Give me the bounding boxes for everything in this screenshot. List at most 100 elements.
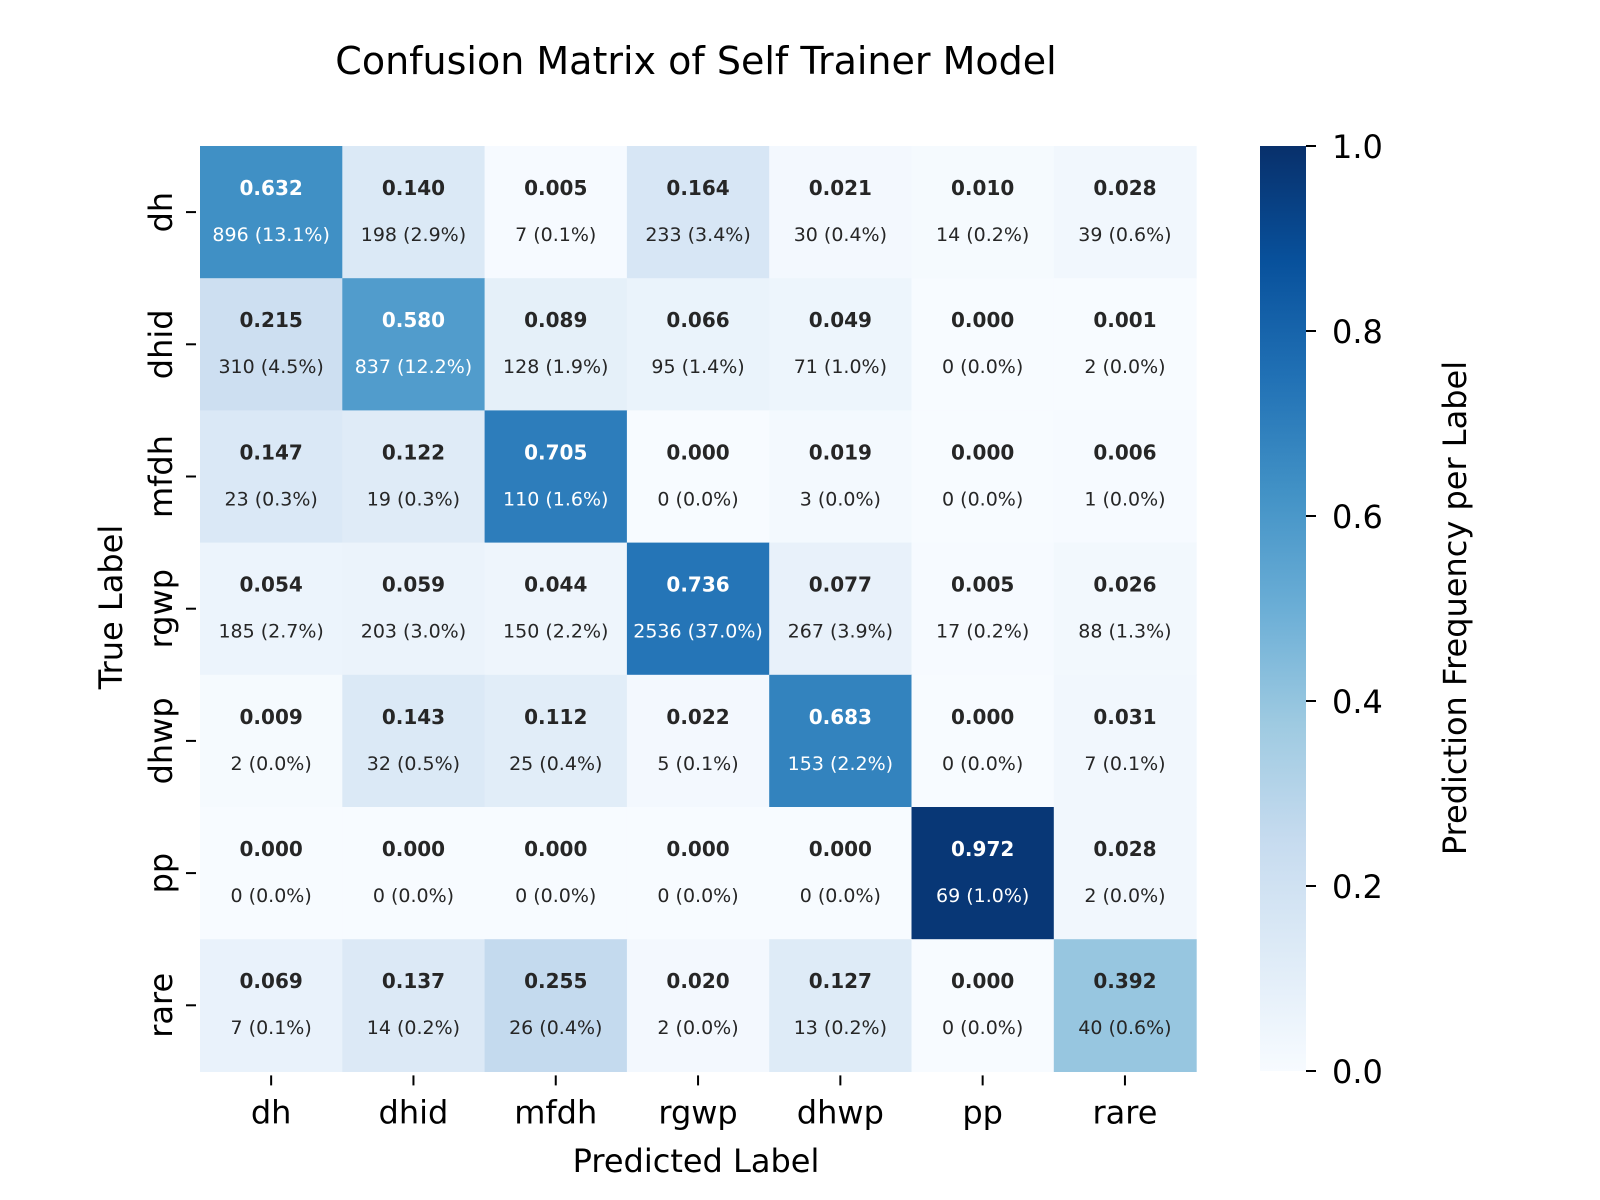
cell-count-label: 39 (0.6%) xyxy=(1078,224,1171,246)
cell-value-label: 0.112 xyxy=(524,705,587,729)
cell-count-label: 2536 (37.0%) xyxy=(633,621,763,643)
cell-count-label: 14 (0.2%) xyxy=(367,1017,460,1039)
heatmap-cell xyxy=(200,939,343,1072)
cell-value-label: 0.059 xyxy=(382,573,445,597)
x-tick-label: mfdh xyxy=(514,1093,597,1131)
heatmap-cell xyxy=(484,674,628,808)
cell-value-label: 0.392 xyxy=(1093,969,1156,993)
heatmap-cell xyxy=(1053,410,1197,544)
heatmap-cell xyxy=(200,674,343,808)
cell-count-label: 23 (0.3%) xyxy=(224,488,317,510)
cell-count-label: 185 (2.7%) xyxy=(218,621,323,643)
heatmap-cell xyxy=(769,674,913,808)
cell-value-label: 0.000 xyxy=(951,705,1014,729)
cell-value-label: 0.020 xyxy=(666,969,729,993)
heatmap-cell xyxy=(769,542,913,676)
heatmap-cell xyxy=(1053,939,1197,1072)
heatmap-cell xyxy=(769,807,913,940)
heatmap-cell xyxy=(1053,674,1197,808)
heatmap-cell xyxy=(626,410,770,544)
x-tick-label: dh xyxy=(251,1093,292,1131)
x-tick-label: rgwp xyxy=(658,1093,737,1131)
cell-value-label: 0.001 xyxy=(1093,308,1156,332)
cell-value-label: 0.054 xyxy=(240,573,303,597)
y-tick-label: rare xyxy=(142,973,180,1038)
heatmap-cell xyxy=(911,146,1055,279)
heatmap-cell xyxy=(626,939,770,1072)
cell-count-label: 69 (1.0%) xyxy=(936,885,1029,907)
cell-value-label: 0.005 xyxy=(951,573,1014,597)
cell-count-label: 2 (0.0%) xyxy=(657,1017,738,1039)
y-tick-label: pp xyxy=(142,853,180,894)
cell-count-label: 19 (0.3%) xyxy=(367,488,460,510)
cell-value-label: 0.122 xyxy=(382,440,445,464)
cell-value-label: 0.010 xyxy=(951,176,1014,200)
colorbar-tick-label: 0.0 xyxy=(1332,1053,1383,1091)
cell-value-label: 0.028 xyxy=(1093,837,1156,861)
cell-count-label: 2 (0.0%) xyxy=(1084,356,1165,378)
cell-value-label: 0.000 xyxy=(951,308,1014,332)
cell-count-label: 40 (0.6%) xyxy=(1078,1017,1171,1039)
cell-count-label: 7 (0.1%) xyxy=(231,1017,312,1039)
cell-count-label: 0 (0.0%) xyxy=(515,885,596,907)
x-tick-label: dhwp xyxy=(797,1093,884,1131)
colorbar xyxy=(1260,146,1306,1071)
heatmap-cell xyxy=(911,410,1055,544)
cell-value-label: 0.137 xyxy=(382,969,445,993)
x-tick-label: dhid xyxy=(379,1093,449,1131)
x-tick-label: rare xyxy=(1092,1093,1157,1131)
cell-value-label: 0.000 xyxy=(666,440,729,464)
cell-value-label: 0.736 xyxy=(666,573,729,597)
cell-count-label: 7 (0.1%) xyxy=(1084,753,1165,775)
cell-count-label: 267 (3.9%) xyxy=(788,621,893,643)
heatmap-cell xyxy=(342,278,486,411)
heatmap-cell xyxy=(200,278,343,411)
heatmap-cell xyxy=(911,807,1055,940)
heatmap-cell xyxy=(342,807,486,940)
heatmap-cell xyxy=(200,146,343,279)
cell-value-label: 0.127 xyxy=(809,969,872,993)
cell-value-label: 0.255 xyxy=(524,969,587,993)
cell-value-label: 0.077 xyxy=(809,573,872,597)
heatmap-cell xyxy=(484,146,628,279)
cell-value-label: 0.143 xyxy=(382,705,445,729)
heatmap-cells: 0.632 896 (13.1%) 0.140 198 (2.9%) 0.005 7 (0… xyxy=(200,146,1197,1072)
cell-value-label: 0.005 xyxy=(524,176,587,200)
cell-value-label: 0.000 xyxy=(951,969,1014,993)
cell-value-label: 0.021 xyxy=(809,176,872,200)
cell-count-label: 2 (0.0%) xyxy=(1084,885,1165,907)
cell-count-label: 26 (0.4%) xyxy=(509,1017,602,1039)
cell-count-label: 0 (0.0%) xyxy=(657,488,738,510)
cell-value-label: 0.000 xyxy=(382,837,445,861)
y-tick-label: dhid xyxy=(142,309,180,379)
cell-count-label: 203 (3.0%) xyxy=(361,621,466,643)
heatmap-cell xyxy=(911,674,1055,808)
x-axis-label: Predicted Label xyxy=(573,1142,820,1180)
cell-count-label: 0 (0.0%) xyxy=(942,488,1023,510)
heatmap-cell xyxy=(769,939,913,1072)
heatmap-cell xyxy=(911,939,1055,1072)
cell-count-label: 2 (0.0%) xyxy=(231,753,312,775)
cell-count-label: 153 (2.2%) xyxy=(788,753,893,775)
cell-value-label: 0.000 xyxy=(809,837,872,861)
cell-count-label: 896 (13.1%) xyxy=(212,224,330,246)
cell-count-label: 0 (0.0%) xyxy=(942,753,1023,775)
colorbar-tick-label: 0.6 xyxy=(1332,498,1383,536)
cell-value-label: 0.069 xyxy=(240,969,303,993)
heatmap-cell xyxy=(626,146,770,279)
cell-count-label: 14 (0.2%) xyxy=(936,224,1029,246)
heatmap-cell xyxy=(342,410,486,544)
colorbar-tick-label: 1.0 xyxy=(1332,128,1383,166)
cell-value-label: 0.000 xyxy=(524,837,587,861)
cell-count-label: 25 (0.4%) xyxy=(509,753,602,775)
cell-count-label: 3 (0.0%) xyxy=(800,488,881,510)
heatmap-cell xyxy=(911,542,1055,676)
cell-count-label: 1 (0.0%) xyxy=(1084,488,1165,510)
cell-count-label: 198 (2.9%) xyxy=(361,224,466,246)
cell-value-label: 0.031 xyxy=(1093,705,1156,729)
cell-count-label: 88 (1.3%) xyxy=(1078,621,1171,643)
cell-value-label: 0.000 xyxy=(666,837,729,861)
cell-count-label: 233 (3.4%) xyxy=(645,224,750,246)
cell-count-label: 32 (0.5%) xyxy=(367,753,460,775)
heatmap-cell xyxy=(1053,807,1197,940)
